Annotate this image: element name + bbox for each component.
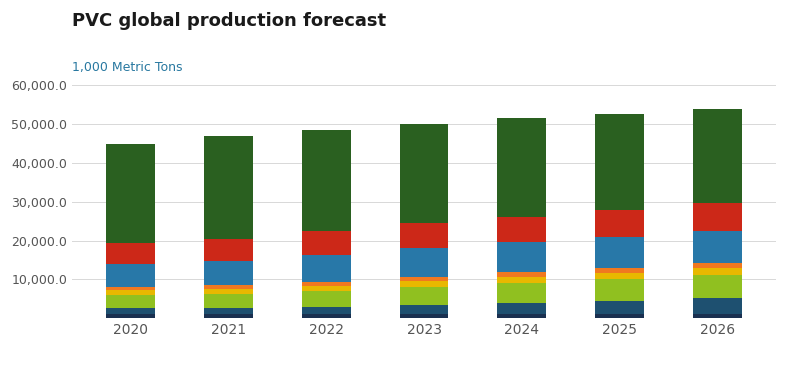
Bar [595,314,644,318]
Bar [693,268,742,275]
Bar [595,279,644,301]
Bar [595,114,644,210]
Bar [302,282,350,286]
Bar [399,305,449,314]
Bar [302,314,350,318]
Bar [693,275,742,298]
Bar [204,308,253,314]
Bar [399,124,449,223]
Bar [106,314,155,318]
Bar [204,239,253,261]
Bar [302,130,350,231]
Bar [204,136,253,239]
Bar [204,289,253,294]
Bar [302,307,350,314]
Bar [399,281,449,287]
Bar [106,144,155,242]
Bar [693,263,742,268]
Bar [693,298,742,314]
Bar [106,290,155,295]
Bar [204,285,253,289]
Bar [204,294,253,308]
Bar [693,231,742,263]
Bar [106,295,155,308]
Bar [595,237,644,268]
Bar [498,303,546,314]
Text: PVC global production forecast: PVC global production forecast [72,12,386,29]
Bar [595,273,644,279]
Bar [498,272,546,277]
Bar [693,203,742,231]
Bar [399,223,449,248]
Bar [498,217,546,242]
Bar [204,261,253,285]
Bar [498,277,546,283]
Bar [498,118,546,217]
Text: 1,000 Metric Tons: 1,000 Metric Tons [72,61,182,74]
Bar [106,242,155,264]
Bar [498,314,546,318]
Bar [693,109,742,203]
Bar [399,277,449,281]
Bar [204,314,253,318]
Bar [302,291,350,307]
Bar [693,314,742,318]
Bar [399,314,449,318]
Bar [302,255,350,282]
Bar [595,301,644,314]
Bar [302,231,350,255]
Bar [106,308,155,314]
Bar [399,287,449,305]
Bar [498,242,546,272]
Bar [399,248,449,277]
Bar [106,264,155,287]
Bar [595,210,644,237]
Bar [498,283,546,303]
Bar [106,287,155,290]
Bar [595,268,644,273]
Bar [302,286,350,291]
